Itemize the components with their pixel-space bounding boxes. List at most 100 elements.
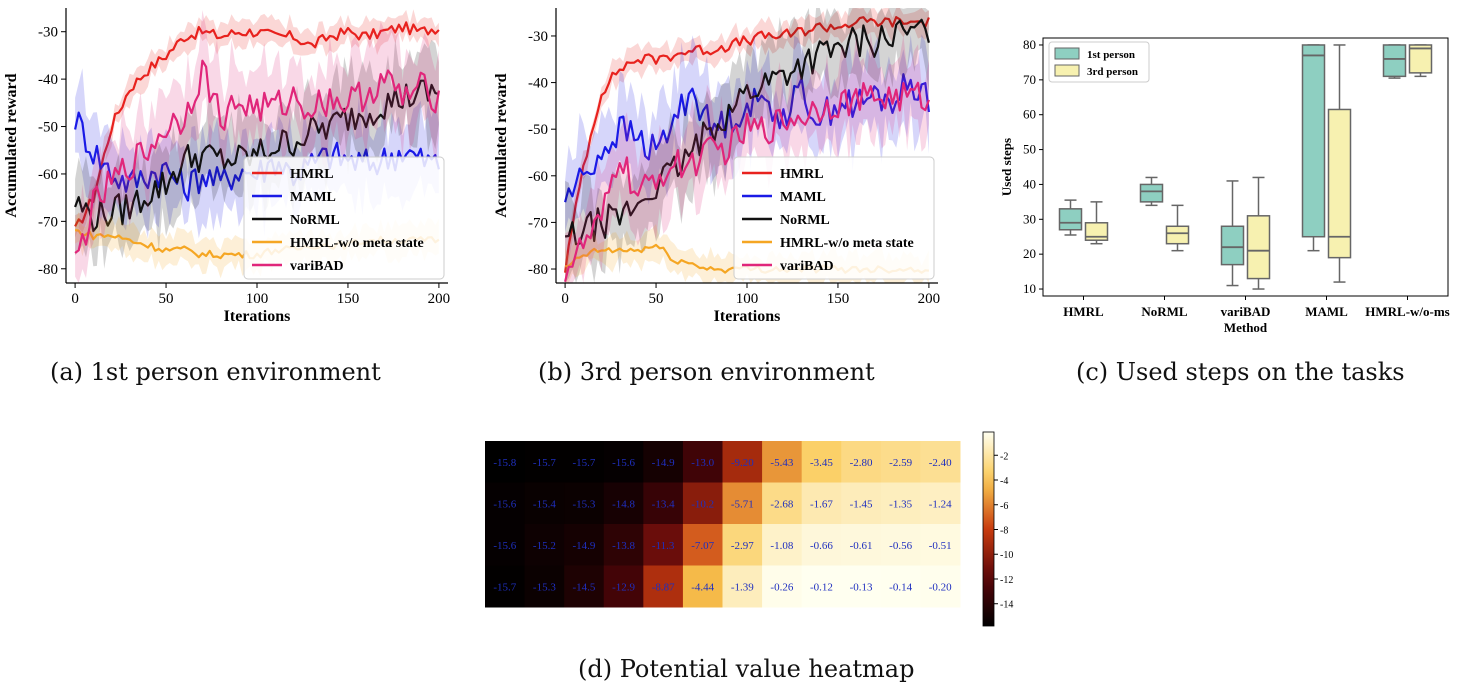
- heatmap-cell: [841, 524, 882, 566]
- line-varibad: [564, 81, 930, 282]
- y-tick-label: -30: [38, 25, 58, 41]
- heatmap-cell-label: -1.08: [770, 540, 793, 552]
- heatmap-cell: [762, 482, 803, 525]
- band-maml: [565, 33, 929, 232]
- colorbar-tick-label: -12: [1000, 575, 1013, 586]
- heatmap-cell: [880, 482, 921, 525]
- legend-entry: HMRL: [780, 167, 824, 182]
- heatmap-cell: [564, 565, 605, 608]
- heatmap-cell-label: -15.7: [572, 457, 595, 469]
- y-tick-label: 50: [1023, 142, 1036, 157]
- heatmap-cell: [801, 524, 842, 566]
- legend-entry: HMRL-w/o meta state: [290, 236, 424, 251]
- colorbar-tick-label: -4: [1000, 476, 1008, 487]
- legend-frame: [243, 156, 445, 280]
- heatmap-cell-label: -1.45: [850, 498, 873, 510]
- heatmap-cell-label: -15.6: [612, 457, 635, 469]
- legend-entry: variBAD: [290, 259, 344, 274]
- heatmap-cell: [920, 482, 961, 525]
- legend-entry: NoRML: [780, 213, 830, 228]
- heatmap-cell: [682, 524, 723, 566]
- legend-swatch: [1054, 47, 1080, 60]
- y-tick-label: -40: [38, 72, 58, 88]
- box-3rd-person: [1165, 225, 1190, 245]
- heatmap-cell: [722, 441, 763, 483]
- x-tick-label: variBAD: [1221, 304, 1271, 319]
- x-tick-label: 150: [337, 291, 360, 307]
- heatmap-cell: [643, 565, 684, 608]
- chart-d: -15.8 -15.7 -15.7 -15.6 -14.9 -13.0 -9.20 -5.43…: [485, 431, 1013, 627]
- heatmap-cell-label: -1.24: [929, 498, 952, 510]
- heatmap-cell: [643, 482, 684, 525]
- caption-c: (c) Used steps on the tasks: [1076, 358, 1405, 386]
- heatmap-cell-label: -11.3: [652, 540, 675, 552]
- y-tick-label: 60: [1023, 107, 1036, 122]
- x-tick-label: 200: [918, 291, 941, 307]
- heatmap-cell: [564, 524, 605, 566]
- y-tick-label: -70: [38, 214, 58, 230]
- line-varibad: [74, 59, 440, 254]
- line-norml: [74, 79, 440, 233]
- heatmap-cell: [682, 482, 723, 525]
- y-tick-label: -60: [528, 169, 548, 185]
- legend-entry: MAML: [290, 190, 336, 205]
- y-tick-label: -80: [38, 262, 58, 278]
- y-tick-label: 20: [1023, 246, 1036, 261]
- heatmap-cell-label: -15.7: [533, 457, 556, 469]
- heatmap-cell: [841, 441, 882, 483]
- heatmap-cell-label: -5.43: [770, 457, 793, 469]
- heatmap-cell-label: -15.8: [493, 457, 516, 469]
- legend-entry: 1st person: [1087, 49, 1135, 61]
- x-tick-label: 100: [246, 291, 269, 307]
- heatmap-cell: [762, 565, 803, 608]
- heatmap-cell: [920, 441, 961, 483]
- y-tick-label: -40: [528, 76, 548, 92]
- heatmap-cell-label: -12.9: [612, 581, 635, 593]
- heatmap-cell-label: -2.59: [889, 457, 912, 469]
- x-axis-label: Iterations: [714, 308, 781, 325]
- heatmap-cell-label: -13.0: [691, 457, 714, 469]
- heatmap-cell: [603, 441, 644, 483]
- heatmap-cell-label: -0.61: [850, 540, 873, 552]
- band-hmrl: [75, 9, 439, 238]
- heatmap-cell: [762, 524, 803, 566]
- band-hmrl: [565, 8, 929, 283]
- caption-a: (a) 1st person environment: [50, 358, 381, 386]
- line-maml: [564, 73, 930, 203]
- heatmap-cell-label: -0.20: [929, 581, 952, 593]
- heatmap-cell: [880, 441, 921, 483]
- x-tick-label: 100: [736, 291, 759, 307]
- heatmap-cell: [880, 524, 921, 566]
- caption-b: (b) 3rd person environment: [538, 358, 875, 386]
- legend-entry: variBAD: [780, 259, 834, 274]
- colorbar-tick-label: -14: [1000, 600, 1013, 611]
- heatmap-cell: [524, 524, 565, 566]
- x-tick-label: NoRML: [1141, 304, 1188, 319]
- y-tick-label: -50: [528, 122, 548, 138]
- band-varibad: [565, 32, 929, 283]
- colorbar-tick-label: -8: [1000, 525, 1008, 536]
- heatmap-cell-label: -15.3: [533, 581, 556, 593]
- colorbar-tick-label: -2: [1000, 451, 1008, 462]
- heatmap-cell: [603, 482, 644, 525]
- heatmap-cell: [682, 565, 723, 608]
- y-tick-label: -70: [528, 215, 548, 231]
- heatmap-cell: [841, 482, 882, 525]
- heatmap-cell: [801, 482, 842, 525]
- heatmap-cell-label: -15.7: [493, 581, 516, 593]
- heatmap-cell: [603, 524, 644, 566]
- y-tick-label: -60: [38, 167, 58, 183]
- x-axis-label: Iterations: [224, 308, 291, 325]
- heatmap-cell: [682, 441, 723, 483]
- heatmap-cell: [524, 441, 565, 483]
- heatmap-cell-label: -10.2: [691, 498, 714, 510]
- y-tick-label: 80: [1023, 37, 1036, 52]
- heatmap-cell-label: -9.20: [731, 457, 754, 469]
- legend-frame: [733, 156, 935, 280]
- band-norml: [565, 8, 929, 283]
- legend-entry: HMRL: [290, 167, 334, 182]
- caption-d: (d) Potential value heatmap: [578, 655, 915, 683]
- y-axis-label: Accumulated reward: [3, 73, 20, 217]
- heatmap-cell: [762, 441, 803, 483]
- heatmap-cell: [485, 565, 526, 608]
